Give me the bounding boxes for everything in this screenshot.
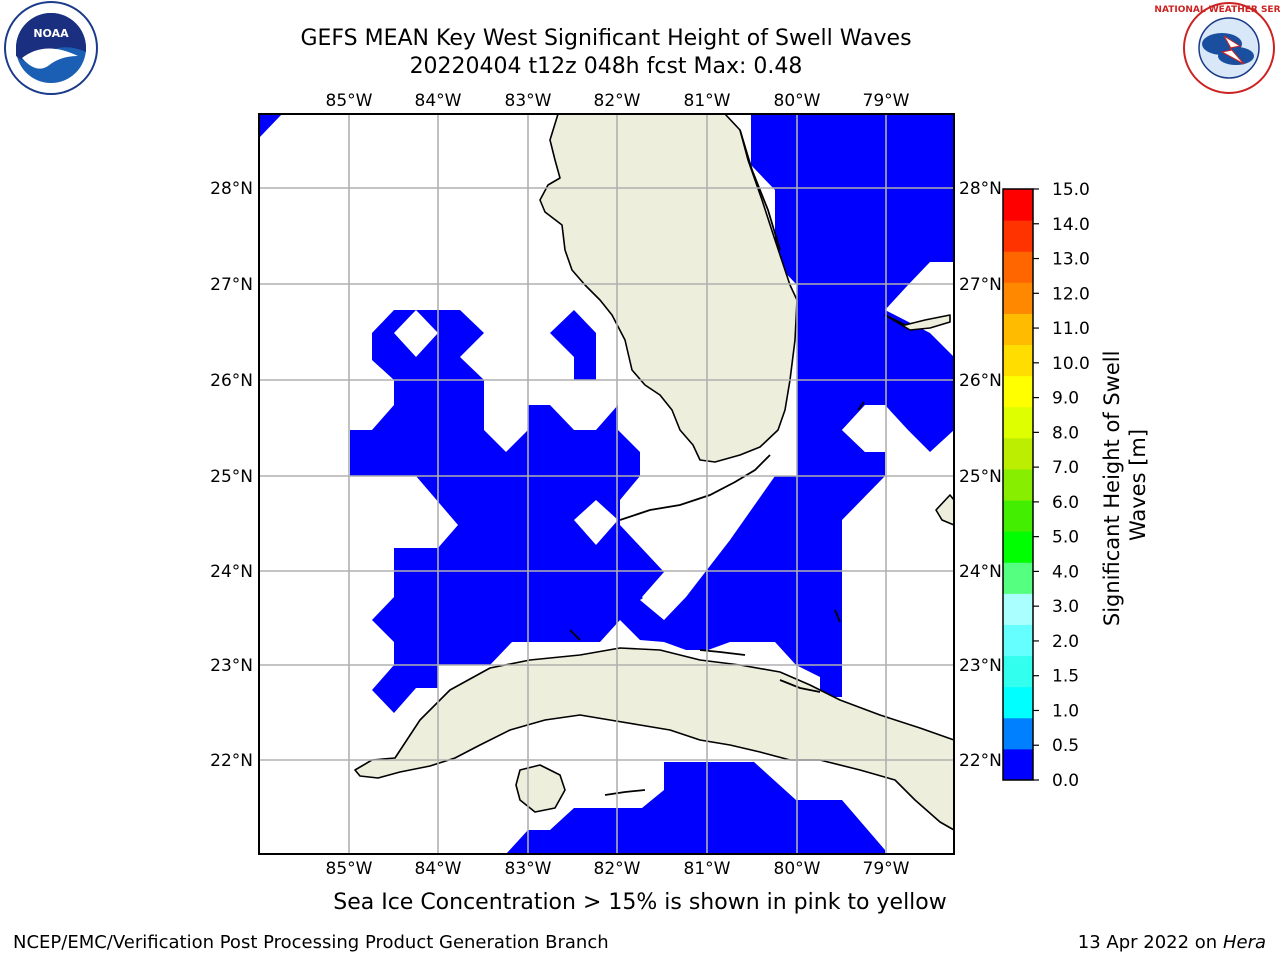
colorbar-segment: [1003, 655, 1033, 688]
colorbar-frame: [1002, 188, 1034, 781]
colorbar-segment: [1003, 282, 1033, 314]
colorbar-segment: [1003, 531, 1033, 563]
colorbar-tick-label: 1.5: [1052, 667, 1079, 687]
lon-label: 83°W: [505, 91, 552, 111]
lon-label: 80°W: [774, 859, 821, 879]
colorbar-tick-label: 0.0: [1052, 771, 1079, 791]
lat-label: 22°N: [210, 751, 253, 771]
footer-host: Hera: [1222, 932, 1266, 953]
colorbar-tick-label: 5.0: [1052, 528, 1079, 548]
noaa-logo: NOAA: [4, 1, 98, 95]
lon-label: 81°W: [684, 91, 731, 111]
colorbar-segment: [1003, 593, 1033, 625]
colorbar-tick-label: 0.5: [1052, 736, 1079, 756]
colorbar-tick-label: 7.0: [1052, 458, 1079, 478]
cuba-landmass: [354, 647, 955, 831]
footer-credit: NCEP/EMC/Verification Post Processing Pr…: [13, 932, 609, 953]
lon-label: 79°W: [863, 91, 910, 111]
colorbar-label: Significant Height of Swell Waves [m]: [1100, 344, 1150, 626]
colorbar-tick-label: 14.0: [1052, 215, 1090, 235]
lon-label: 84°W: [415, 859, 462, 879]
footer-date: 13 Apr 2022 on Hera: [1078, 932, 1266, 953]
colorbar-tick-label: 8.0: [1052, 423, 1079, 443]
keys-coastline: [569, 129, 865, 796]
lat-labels-left: 28°N 27°N 26°N 25°N 24°N 23°N 22°N: [210, 179, 253, 771]
colorbar-tick-label: 3.0: [1052, 597, 1079, 617]
lon-label: 83°W: [505, 859, 552, 879]
lon-label: 81°W: [684, 859, 731, 879]
lat-label: 25°N: [210, 467, 253, 487]
map-frame: [258, 113, 955, 855]
lon-label: 84°W: [415, 91, 462, 111]
figure-title: GEFS MEAN Key West Significant Height of…: [300, 26, 912, 51]
colorbar-segment: [1003, 220, 1033, 252]
lon-labels-bottom: 85°W 84°W 83°W 82°W 81°W 80°W 79°W: [326, 859, 910, 879]
colorbar-segment: [1003, 406, 1033, 439]
lat-label: 28°N: [959, 179, 1002, 199]
lat-label: 22°N: [959, 751, 1002, 771]
swell-height-field: [259, 114, 954, 854]
colorbar-segment: [1003, 344, 1033, 377]
colorbar-segment: [1003, 468, 1033, 501]
colorbar-tick-label: 6.0: [1052, 493, 1079, 513]
colorbar-tick-label: 9.0: [1052, 389, 1079, 409]
figure-subtitle: 20220404 t12z 048h fcst Max: 0.48: [409, 54, 803, 79]
nws-logo-text: NATIONAL WEATHER SERVICE: [1154, 5, 1280, 15]
lat-label: 24°N: [210, 562, 253, 582]
colorbar: [1002, 188, 1034, 781]
footer-date-text: 13 Apr 2022 on: [1077, 932, 1218, 953]
colorbar-tick-label: 15.0: [1052, 180, 1090, 200]
colorbar-segment: [1003, 313, 1033, 346]
lat-label: 23°N: [210, 656, 253, 676]
colorbar-label-line1: Significant Height of Swell: [1100, 351, 1124, 627]
lon-label: 82°W: [594, 859, 641, 879]
lon-label: 80°W: [774, 91, 821, 111]
colorbar-segment: [1003, 251, 1033, 283]
colorbar-tick-label: 2.0: [1052, 632, 1079, 652]
lat-label: 27°N: [210, 275, 253, 295]
colorbar-segment: [1003, 717, 1033, 750]
lat-label: 27°N: [959, 275, 1002, 295]
colorbar-segment: [1003, 500, 1033, 532]
colorbar-segment: [1003, 748, 1033, 781]
nws-logo: NATIONAL WEATHER SERVICE: [1154, 2, 1280, 94]
colorbar-tick-label: 12.0: [1052, 284, 1090, 304]
colorbar-tick-label: 4.0: [1052, 562, 1079, 582]
colorbar-ticks: 0.0 0.5 1.0 1.5 2.0 3.0 4.0 5.0 6.0 7.0 8.0 9.0 10.0…: [1033, 180, 1090, 791]
colorbar-segment: [1003, 624, 1033, 657]
florida-landmass: [539, 113, 798, 463]
sea-ice-note: Sea Ice Concentration > 15% is shown in …: [333, 890, 947, 915]
lon-label: 85°W: [326, 91, 373, 111]
colorbar-tick-label: 13.0: [1052, 250, 1090, 270]
colorbar-segment: [1003, 437, 1033, 470]
colorbar-tick-label: 11.0: [1052, 319, 1090, 339]
lat-label: 28°N: [210, 179, 253, 199]
lon-label: 82°W: [594, 91, 641, 111]
colorbar-segment: [1003, 686, 1033, 719]
colorbar-segment: [1003, 189, 1033, 221]
lon-label: 85°W: [326, 859, 373, 879]
lat-label: 25°N: [959, 467, 1002, 487]
colorbar-tick-label: 1.0: [1052, 701, 1079, 721]
lon-labels-top: 85°W 84°W 83°W 82°W 81°W 80°W 79°W: [326, 91, 910, 111]
colorbar-segment: [1003, 375, 1033, 408]
lat-label: 24°N: [959, 562, 1002, 582]
grand-bahama: [884, 314, 951, 331]
graticule: [259, 114, 954, 854]
lat-label: 23°N: [959, 656, 1002, 676]
noaa-logo-text: NOAA: [33, 27, 69, 40]
land: [354, 113, 955, 831]
colorbar-segment: [1003, 562, 1033, 594]
colorbar-label-line2: Waves [m]: [1126, 429, 1150, 541]
colorbar-tick-label: 10.0: [1052, 354, 1090, 374]
lat-label: 26°N: [959, 371, 1002, 391]
lon-label: 79°W: [863, 859, 910, 879]
lat-label: 26°N: [210, 371, 253, 391]
lat-labels-right: 28°N 27°N 26°N 25°N 24°N 23°N 22°N: [959, 179, 1002, 771]
